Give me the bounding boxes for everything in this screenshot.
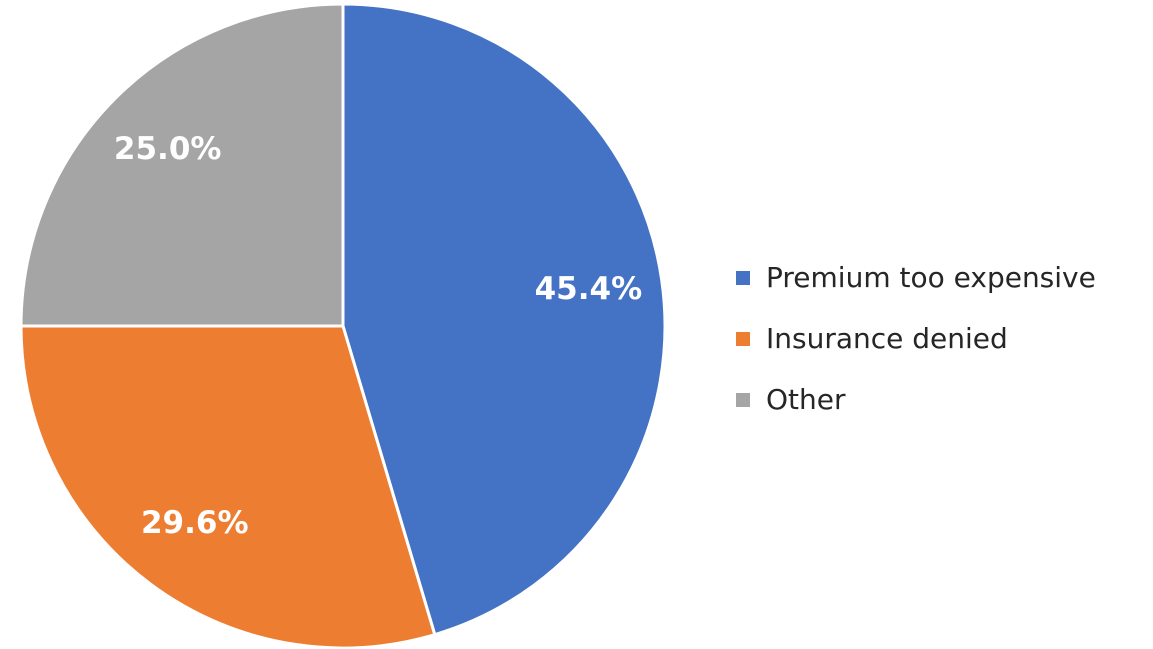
legend-swatch	[736, 332, 750, 346]
pie-slice	[19, 2, 345, 328]
data-label: 45.4%	[535, 271, 643, 307]
legend-label: Insurance denied	[766, 322, 1008, 355]
data-label: 25.0%	[114, 131, 222, 167]
data-label: 29.6%	[141, 505, 249, 541]
legend-label: Premium too expensive	[766, 261, 1096, 294]
legend-label: Other	[766, 383, 846, 416]
pie-slice	[341, 2, 667, 637]
pie-slice	[19, 324, 437, 649]
legend-swatch	[736, 393, 750, 407]
legend-swatch	[736, 271, 750, 285]
